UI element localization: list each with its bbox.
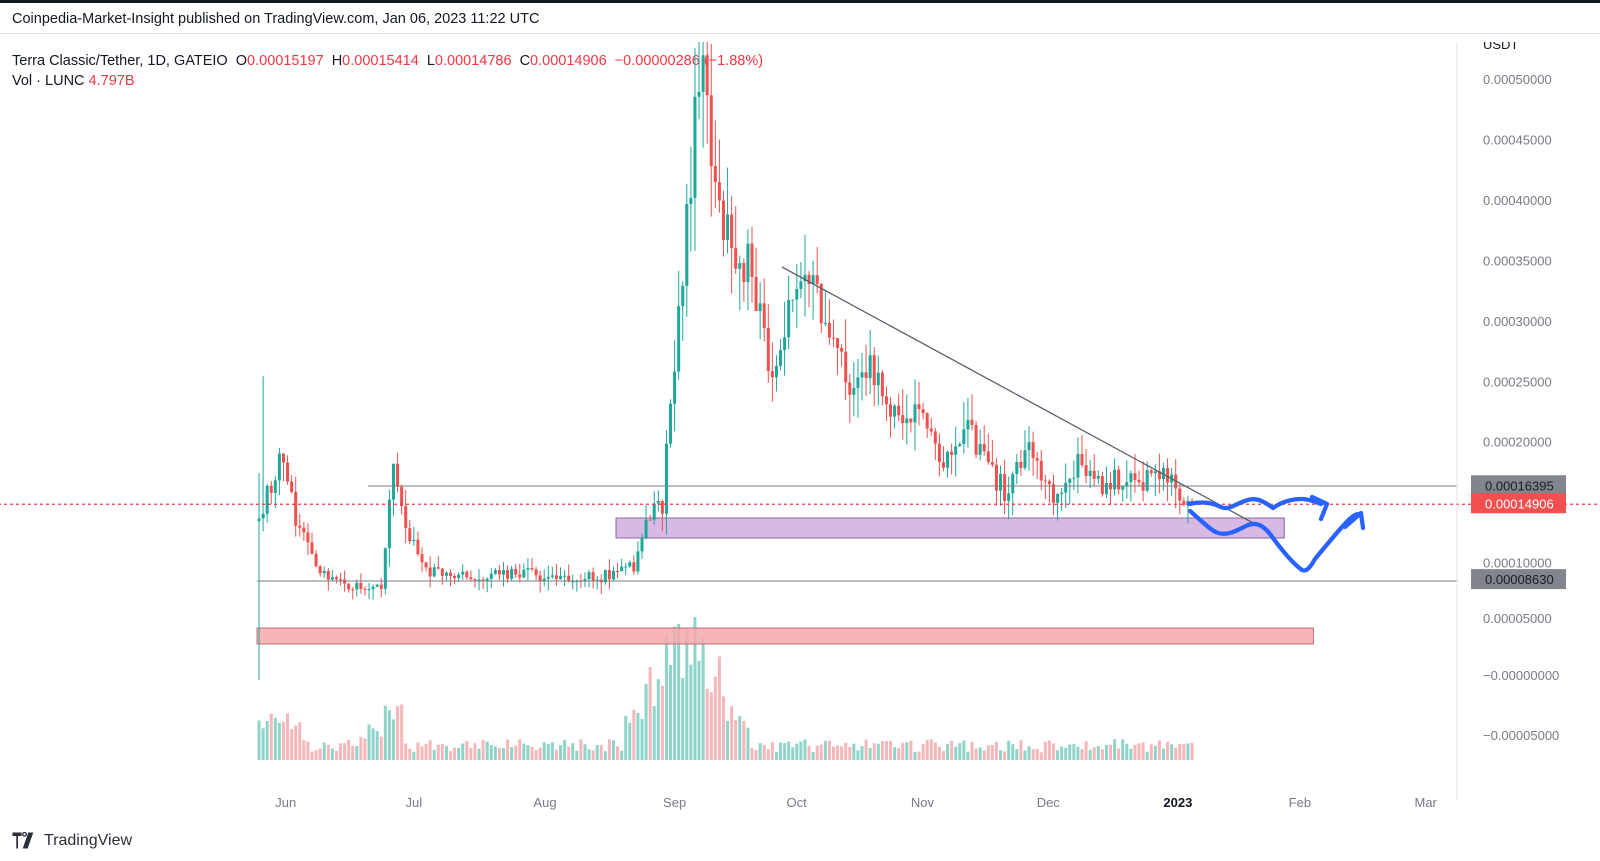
svg-text:Feb: Feb <box>1289 795 1311 810</box>
svg-text:0.00025000: 0.00025000 <box>1483 374 1552 389</box>
svg-text:0.00016395: 0.00016395 <box>1485 478 1554 493</box>
svg-text:0.00008630: 0.00008630 <box>1485 572 1554 587</box>
svg-text:2023: 2023 <box>1163 795 1192 810</box>
svg-text:Mar: Mar <box>1414 795 1437 810</box>
svg-text:Jun: Jun <box>275 795 296 810</box>
svg-text:0.00005000: 0.00005000 <box>1483 611 1552 626</box>
svg-text:0.00020000: 0.00020000 <box>1483 435 1552 450</box>
svg-text:Oct: Oct <box>787 795 808 810</box>
svg-text:−0.00005000: −0.00005000 <box>1483 728 1559 743</box>
svg-text:0.00040000: 0.00040000 <box>1483 193 1552 208</box>
svg-text:0.00014906: 0.00014906 <box>1485 496 1554 511</box>
svg-text:USDT: USDT <box>1483 42 1518 52</box>
svg-text:0.00050000: 0.00050000 <box>1483 72 1552 87</box>
svg-text:0.00045000: 0.00045000 <box>1483 133 1552 148</box>
svg-text:0.00010000: 0.00010000 <box>1483 556 1552 571</box>
svg-text:Jul: Jul <box>406 795 423 810</box>
svg-text:0.00030000: 0.00030000 <box>1483 314 1552 329</box>
svg-text:−0.00000000: −0.00000000 <box>1483 668 1559 683</box>
svg-text:Nov: Nov <box>911 795 935 810</box>
svg-text:Aug: Aug <box>533 795 556 810</box>
svg-text:Dec: Dec <box>1037 795 1061 810</box>
svg-text:0.00035000: 0.00035000 <box>1483 253 1552 268</box>
svg-text:Sep: Sep <box>663 795 686 810</box>
